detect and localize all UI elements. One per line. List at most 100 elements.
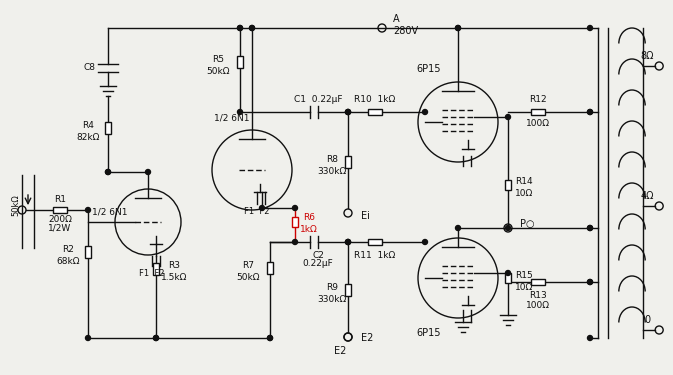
Bar (267, 262, 273, 274)
Text: 1/2 6N1: 1/2 6N1 (214, 114, 250, 123)
Text: R5: R5 (212, 54, 224, 63)
Text: 82kΩ: 82kΩ (76, 132, 100, 141)
Circle shape (456, 225, 460, 231)
Bar (345, 284, 351, 296)
Circle shape (250, 26, 254, 30)
Text: 100Ω: 100Ω (526, 118, 550, 128)
Circle shape (588, 225, 592, 231)
Text: 4Ω: 4Ω (641, 191, 654, 201)
Circle shape (588, 279, 592, 285)
Circle shape (456, 26, 460, 30)
Text: 280V: 280V (393, 26, 418, 36)
Text: R15: R15 (515, 270, 533, 279)
Text: R6: R6 (303, 213, 315, 222)
Text: R10  1kΩ: R10 1kΩ (355, 94, 396, 104)
Circle shape (153, 336, 159, 340)
Text: 68kΩ: 68kΩ (57, 256, 79, 265)
Text: 50kΩ: 50kΩ (11, 194, 20, 216)
Circle shape (423, 240, 427, 244)
Text: 10Ω: 10Ω (515, 282, 533, 291)
Text: C1  0.22μF: C1 0.22μF (293, 94, 343, 104)
Text: 6P15: 6P15 (416, 328, 441, 338)
Circle shape (345, 110, 351, 114)
Text: 200Ω: 200Ω (48, 214, 72, 223)
Bar (368, 239, 382, 245)
Text: R2: R2 (62, 244, 74, 254)
Bar (53, 207, 67, 213)
Circle shape (293, 206, 297, 210)
Circle shape (106, 170, 110, 174)
Text: 10Ω: 10Ω (515, 189, 533, 198)
Circle shape (260, 206, 264, 210)
Text: R14: R14 (516, 177, 533, 186)
Circle shape (505, 114, 511, 120)
Text: P○: P○ (520, 219, 534, 229)
Text: 1/2W: 1/2W (48, 224, 71, 232)
Text: E2: E2 (334, 346, 346, 356)
Bar (237, 56, 243, 68)
Bar (345, 156, 351, 168)
Circle shape (85, 336, 90, 340)
Text: R8: R8 (326, 154, 338, 164)
Circle shape (238, 26, 242, 30)
Circle shape (588, 26, 592, 30)
Text: 1.5kΩ: 1.5kΩ (161, 273, 187, 282)
Circle shape (588, 110, 592, 114)
Circle shape (345, 110, 351, 114)
Text: 100Ω: 100Ω (526, 302, 550, 310)
Text: A: A (393, 14, 400, 24)
Circle shape (106, 170, 110, 174)
Text: C2: C2 (312, 251, 324, 260)
Text: 50kΩ: 50kΩ (236, 273, 260, 282)
Text: 8Ω: 8Ω (641, 51, 654, 61)
Text: R3: R3 (168, 261, 180, 270)
Bar (153, 263, 159, 275)
Bar (531, 279, 545, 285)
Text: F1  F2: F1 F2 (139, 270, 165, 279)
Bar (85, 246, 91, 258)
Bar (505, 180, 511, 190)
Text: F1  F2: F1 F2 (244, 207, 270, 216)
Text: 0: 0 (644, 315, 650, 325)
Circle shape (250, 26, 254, 30)
Bar (531, 109, 545, 115)
Text: R12: R12 (529, 94, 546, 104)
Circle shape (423, 110, 427, 114)
Circle shape (588, 110, 592, 114)
Circle shape (238, 26, 242, 30)
Circle shape (293, 240, 297, 244)
Text: R9: R9 (326, 282, 338, 291)
Circle shape (238, 110, 242, 114)
Text: 6P15: 6P15 (416, 64, 441, 74)
Circle shape (588, 225, 592, 231)
Circle shape (345, 240, 351, 244)
Text: 0.22μF: 0.22μF (303, 260, 333, 268)
Circle shape (153, 336, 159, 340)
Bar (105, 122, 111, 134)
Text: 330kΩ: 330kΩ (318, 166, 347, 176)
Text: 1kΩ: 1kΩ (300, 225, 318, 234)
Text: R11  1kΩ: R11 1kΩ (355, 252, 396, 261)
Bar (505, 273, 511, 283)
Circle shape (345, 240, 351, 244)
Text: Ei: Ei (361, 211, 370, 221)
Text: 1/2 6N1: 1/2 6N1 (92, 207, 127, 216)
Circle shape (456, 26, 460, 30)
Text: E2: E2 (361, 333, 374, 343)
Circle shape (85, 207, 90, 213)
Text: R7: R7 (242, 261, 254, 270)
Text: 330kΩ: 330kΩ (318, 294, 347, 303)
Circle shape (267, 336, 273, 340)
Circle shape (345, 110, 351, 114)
Bar (368, 109, 382, 115)
Text: C8: C8 (84, 63, 96, 72)
Circle shape (145, 170, 151, 174)
Text: R1: R1 (54, 195, 66, 204)
Circle shape (505, 225, 511, 231)
Circle shape (588, 279, 592, 285)
Circle shape (588, 336, 592, 340)
Circle shape (267, 336, 273, 340)
Bar (292, 217, 298, 227)
Text: 50kΩ: 50kΩ (206, 66, 229, 75)
Text: R4: R4 (82, 120, 94, 129)
